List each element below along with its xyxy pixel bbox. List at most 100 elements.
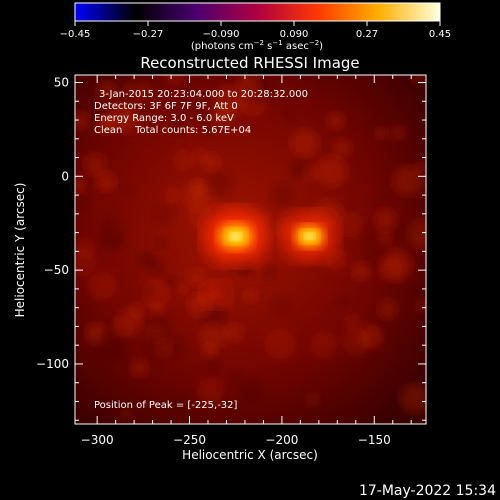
x-axis-label: Heliocentric X (arcsec): [182, 448, 318, 462]
texture-blob: [361, 237, 390, 266]
texture-blob: [205, 169, 234, 199]
colorbar: −0.45 −0.27 −0.090 0.090 0.27 0.45 (photons c…: [60, 2, 451, 52]
texture-blob: [398, 338, 426, 369]
texture-blob: [201, 343, 218, 359]
annotations: 3-Jan-2015 20:23:04.000 to 20:28:32.000 …: [94, 89, 308, 411]
chart-title: Reconstructed RHESSI Image: [140, 54, 359, 72]
texture-blob: [170, 121, 185, 137]
texture-blob: [337, 211, 364, 238]
texture-blob: [304, 391, 321, 408]
texture-blob: [415, 297, 426, 313]
heatmap-image: [75, 75, 426, 424]
texture-blob: [167, 394, 192, 419]
texture-blob: [139, 284, 154, 299]
texture-blob: [237, 75, 261, 97]
texture-blob: [186, 268, 206, 287]
texture-blob: [237, 378, 263, 405]
texture-blob: [224, 323, 243, 343]
heatmap-texture: [75, 75, 426, 424]
texture-blob: [117, 107, 146, 136]
texture-blob: [75, 176, 85, 195]
texture-blob: [342, 327, 371, 356]
texture-blob: [324, 247, 348, 271]
texture-blob: [83, 153, 106, 176]
texture-blob: [263, 328, 296, 360]
axis-ticks: −300 −250 −200 −150 50 0 −50 −100: [36, 75, 426, 447]
texture-blob: [281, 108, 298, 126]
y-tick-label: −50: [44, 263, 69, 277]
y-tick-label: 50: [54, 76, 69, 90]
texture-blob: [384, 217, 415, 247]
colorbar-tick-label: −0.45: [60, 29, 91, 40]
texture-blob: [344, 413, 359, 424]
texture-blob: [147, 314, 172, 340]
texture-blob: [291, 128, 319, 157]
source-2: [281, 211, 338, 262]
texture-blob: [172, 148, 195, 171]
x-tick-label: −200: [265, 433, 298, 447]
texture-blob: [390, 125, 406, 142]
texture-blob: [127, 301, 146, 320]
texture-blob: [316, 155, 348, 187]
annotation-clean-counts: Clean Total counts: 5.67E+04: [94, 125, 251, 136]
texture-blob: [119, 182, 134, 197]
x-tick-label: −150: [358, 433, 391, 447]
annotation-energy-range: Energy Range: 3.0 - 6.0 keV: [94, 113, 234, 124]
texture-blob: [375, 127, 388, 140]
texture-blob: [97, 219, 125, 247]
texture-blob: [400, 383, 426, 414]
plot-frame: [74, 74, 427, 425]
texture-blob: [95, 171, 117, 192]
heatmap-sources: [200, 208, 338, 309]
texture-blob: [94, 331, 126, 363]
annotation-peak-position: Position of Peak = [-225,-32]: [94, 400, 238, 411]
colorbar-units: (photons cm−2 s−1 asec−2): [191, 39, 323, 52]
texture-blob: [352, 261, 370, 280]
texture-blob: [298, 75, 311, 84]
y-tick-label: −100: [36, 357, 69, 371]
texture-blob: [148, 357, 164, 373]
texture-blob: [155, 236, 169, 251]
texture-blob: [164, 187, 182, 204]
texture-blob: [314, 75, 332, 89]
texture-blob: [141, 334, 167, 361]
texture-blob: [343, 313, 362, 331]
texture-blob: [229, 370, 244, 385]
colorbar-ticks: −0.45 −0.27 −0.090 0.090 0.27 0.45: [60, 21, 451, 40]
texture-blob: [269, 294, 292, 317]
texture-blob: [310, 331, 338, 358]
texture-blob: [136, 250, 155, 269]
texture-blob: [197, 378, 224, 405]
texture-blob: [243, 288, 259, 304]
colorbar-tick-label: −0.090: [202, 29, 239, 40]
colorbar-tick-label: 0.27: [356, 29, 378, 40]
texture-blob: [88, 271, 117, 300]
texture-blob: [378, 186, 396, 204]
source-1: [203, 208, 268, 265]
texture-blob: [181, 98, 208, 125]
texture-blob: [334, 295, 349, 311]
texture-blob: [409, 283, 426, 301]
texture-blob: [393, 166, 424, 196]
texture-blob: [75, 238, 96, 259]
texture-blob: [380, 257, 403, 280]
texture-blob: [269, 183, 295, 208]
texture-blob: [164, 275, 177, 288]
texture-blob: [332, 138, 352, 158]
texture-blob: [263, 265, 278, 281]
texture-blob: [223, 400, 239, 417]
texture-blob: [198, 323, 227, 351]
texture-blob: [289, 158, 309, 179]
texture-blob: [120, 75, 145, 88]
texture-blob: [198, 117, 218, 137]
texture-blob: [164, 75, 186, 86]
texture-blob: [170, 110, 185, 126]
source-3: [200, 280, 231, 309]
texture-blob: [130, 359, 149, 377]
x-tick-label: −250: [173, 433, 206, 447]
annotation-detectors: Detectors: 3F 6F 7F 9F, Att 0: [94, 101, 238, 112]
texture-blob: [202, 153, 221, 172]
texture-blob: [206, 357, 222, 373]
texture-blob: [119, 407, 133, 422]
